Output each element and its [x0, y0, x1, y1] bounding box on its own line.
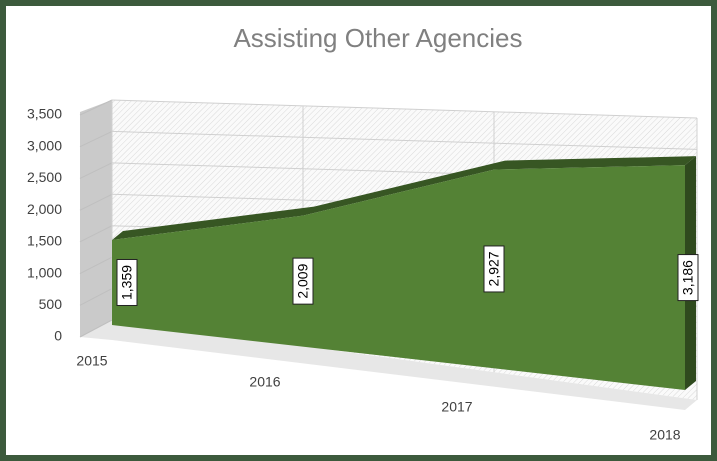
- floor: [80, 320, 697, 410]
- grid-line: [79, 225, 113, 243]
- data-label-box: [483, 245, 505, 293]
- x-tick-label: 2016: [249, 374, 280, 390]
- grid-line: [79, 256, 113, 275]
- chart-title: Assisting Other Agencies: [233, 23, 522, 53]
- y-tick-label: 3,500: [27, 106, 62, 122]
- grid-line: [111, 99, 698, 119]
- y-tick-label: 2,000: [27, 201, 62, 217]
- data-label-text: 1,359: [119, 265, 135, 300]
- grid-line: [79, 193, 113, 211]
- data-label-box: [677, 254, 699, 302]
- grid-line: [79, 319, 113, 338]
- data-label-text: 2,927: [486, 251, 502, 286]
- data-label: 2,927: [483, 245, 505, 293]
- x-tick-label: 2017: [441, 399, 472, 415]
- grid-line: [79, 288, 113, 306]
- data-label-text: 2,009: [295, 263, 311, 298]
- side-wall: [80, 100, 112, 337]
- y-tick-label: 1,500: [27, 233, 62, 249]
- y-tick-label: 0: [54, 328, 62, 344]
- area: [112, 165, 685, 390]
- y-tick-label: 3,000: [27, 137, 62, 153]
- y-tick-label: 2,500: [27, 169, 62, 185]
- data-label: 1,359: [116, 258, 138, 306]
- data-label-box: [292, 257, 314, 305]
- grid-line: [79, 99, 113, 116]
- data-label: 3,186: [677, 254, 699, 302]
- grid-line: [79, 162, 113, 179]
- grid-line: [79, 130, 113, 148]
- y-tick-label: 1,000: [27, 264, 62, 280]
- x-tick-label: 2018: [649, 427, 680, 443]
- area-top: [112, 156, 696, 240]
- grid-line: [111, 130, 698, 150]
- x-tick-label: 2015: [76, 353, 107, 369]
- data-label-box: [116, 258, 138, 306]
- y-tick-label: 500: [39, 296, 63, 312]
- data-label-text: 3,186: [680, 260, 696, 295]
- data-label: 2,009: [292, 257, 314, 305]
